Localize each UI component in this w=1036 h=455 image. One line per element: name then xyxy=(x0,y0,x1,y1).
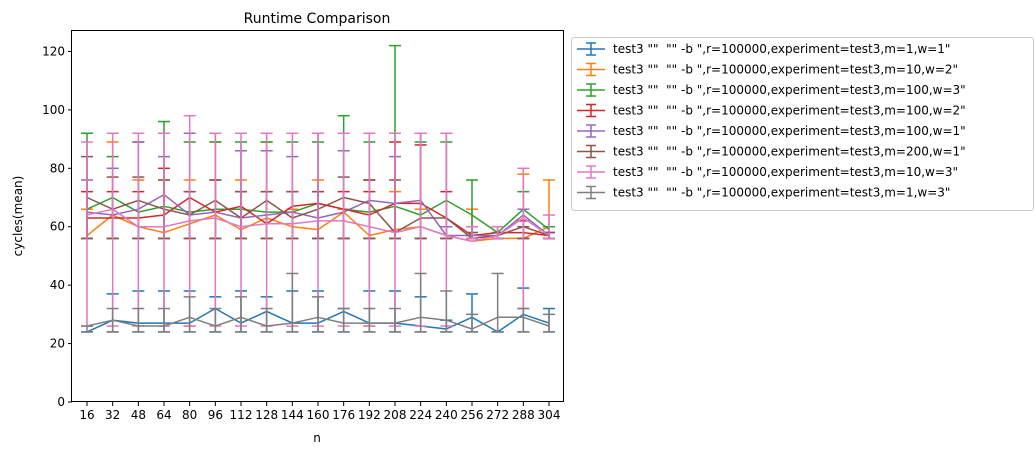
plot-frame xyxy=(71,30,564,402)
legend-item: test3 "" "" -b ",r=100000,experiment=tes… xyxy=(577,104,966,118)
legend-items: test3 "" "" -b ",r=100000,experiment=tes… xyxy=(577,42,966,200)
x-tick-label: 16 xyxy=(79,408,94,422)
x-tick-label: 304 xyxy=(538,408,561,422)
legend-item: test3 "" "" -b ",r=100000,experiment=tes… xyxy=(577,165,958,179)
x-tick-label: 208 xyxy=(384,408,407,422)
x-tick-label: 256 xyxy=(461,408,484,422)
x-tick-label: 240 xyxy=(435,408,458,422)
y-tick-label: 20 xyxy=(50,337,65,351)
legend-item: test3 "" "" -b ",r=100000,experiment=tes… xyxy=(577,145,966,159)
series-line xyxy=(86,316,550,330)
x-tick-label: 96 xyxy=(208,408,223,422)
legend-label: test3 "" "" -b ",r=100000,experiment=tes… xyxy=(613,63,958,77)
legend-item: test3 "" "" -b ",r=100000,experiment=tes… xyxy=(577,186,950,200)
legend-item: test3 "" "" -b ",r=100000,experiment=tes… xyxy=(577,63,958,77)
x-tick-label: 112 xyxy=(230,408,253,422)
y-axis-label: cycles(mean) xyxy=(11,176,25,257)
legend: test3 "" "" -b ",r=100000,experiment=tes… xyxy=(571,37,1034,211)
y-tick-label: 80 xyxy=(50,161,65,175)
x-tick-label: 288 xyxy=(512,408,535,422)
series-7 xyxy=(81,114,555,327)
y-tick-label: 120 xyxy=(42,44,65,58)
x-tick-label: 48 xyxy=(131,408,146,422)
legend-label: test3 "" "" -b ",r=100000,experiment=tes… xyxy=(613,145,966,159)
chart-title: Runtime Comparison xyxy=(244,11,391,27)
x-tick-label: 160 xyxy=(307,408,330,422)
y-tick-label: 0 xyxy=(57,395,65,409)
x-tick-label: 192 xyxy=(358,408,381,422)
x-tick-label: 64 xyxy=(156,408,171,422)
x-tick-label: 80 xyxy=(182,408,197,422)
legend-box xyxy=(571,37,1034,211)
plot-area: 0 20 40 60 80 100 120 16 32 48 64 80 96 112 128 144 160… xyxy=(42,30,564,422)
x-axis-label: n xyxy=(313,431,321,445)
y-tick-label: 60 xyxy=(50,220,65,234)
legend-item: test3 "" "" -b ",r=100000,experiment=tes… xyxy=(577,83,966,97)
series-line xyxy=(86,208,550,243)
x-tick-label: 128 xyxy=(255,408,278,422)
x-tick-label: 176 xyxy=(332,408,355,422)
legend-label: test3 "" "" -b ",r=100000,experiment=tes… xyxy=(613,186,950,200)
x-axis: 16 32 48 64 80 96 112 128 144 160 176 192 208 224 240 2… xyxy=(79,402,560,422)
x-tick-label: 272 xyxy=(486,408,509,422)
y-tick-label: 100 xyxy=(42,103,65,117)
legend-label: test3 "" "" -b ",r=100000,experiment=tes… xyxy=(613,124,966,138)
x-tick-label: 224 xyxy=(409,408,432,422)
legend-label: test3 "" "" -b ",r=100000,experiment=tes… xyxy=(613,104,966,118)
series-8 xyxy=(81,272,555,333)
legend-label: test3 "" "" -b ",r=100000,experiment=tes… xyxy=(613,165,958,179)
series-layer xyxy=(81,44,555,333)
legend-item: test3 "" "" -b ",r=100000,experiment=tes… xyxy=(577,124,966,138)
legend-item: test3 "" "" -b ",r=100000,experiment=tes… xyxy=(577,42,950,56)
y-tick-label: 40 xyxy=(50,278,65,292)
x-tick-label: 144 xyxy=(281,408,304,422)
x-tick-label: 32 xyxy=(105,408,120,422)
legend-label: test3 "" "" -b ",r=100000,experiment=tes… xyxy=(613,83,966,97)
legend-label: test3 "" "" -b ",r=100000,experiment=tes… xyxy=(613,42,950,56)
y-axis: 0 20 40 60 80 100 120 xyxy=(42,44,72,409)
